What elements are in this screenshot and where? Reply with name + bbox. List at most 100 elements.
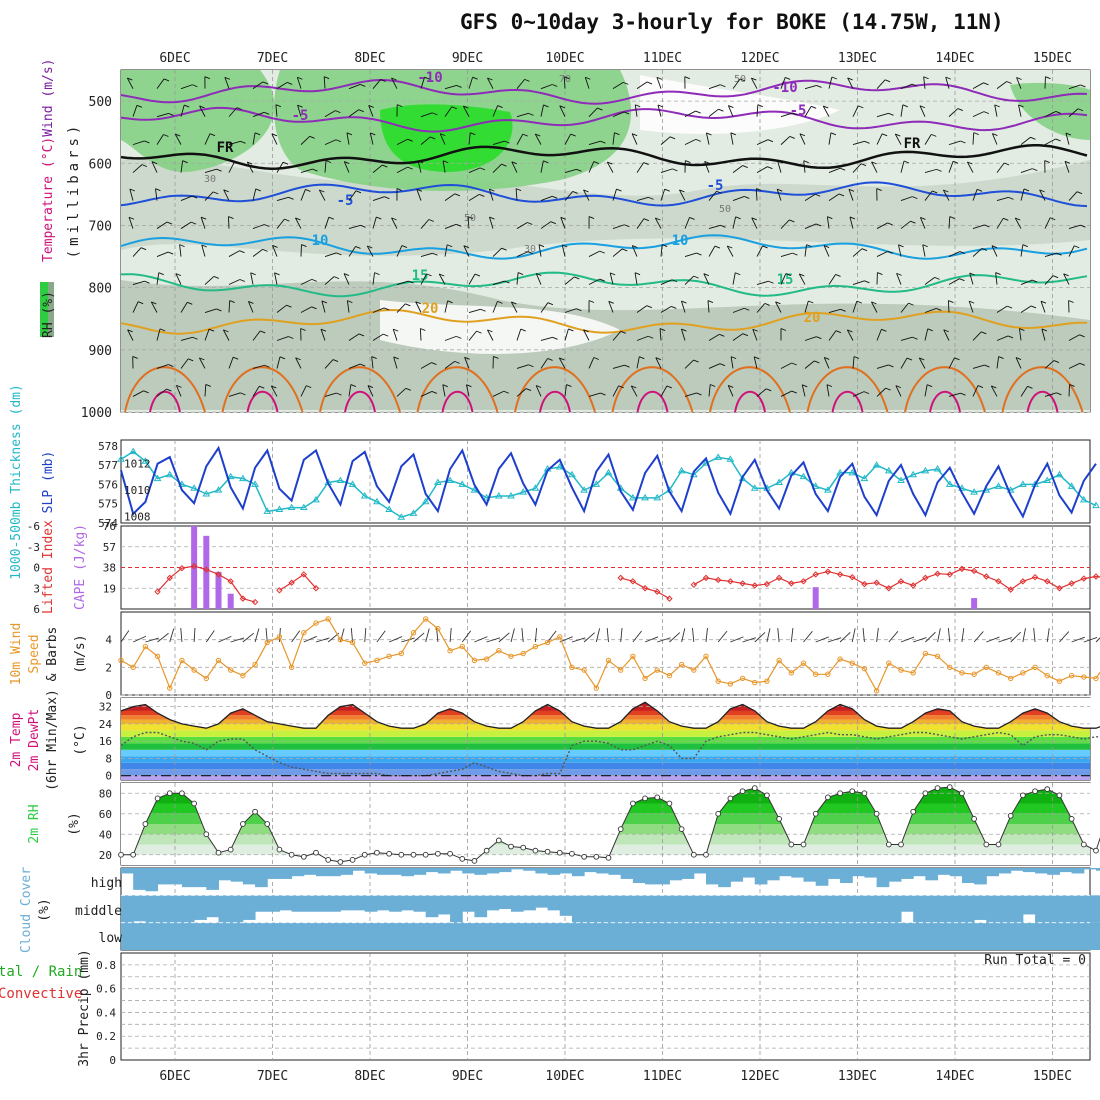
wind10-barb bbox=[925, 631, 936, 643]
rh-point bbox=[142, 821, 149, 827]
wind-barb bbox=[660, 168, 673, 174]
ylabel-rh2m-unit: (%) bbox=[67, 812, 82, 835]
wind-barb bbox=[804, 193, 816, 201]
wind-barb bbox=[756, 166, 768, 173]
thickness-point bbox=[933, 464, 942, 472]
wind-barb-flag bbox=[286, 304, 292, 308]
wind-barb bbox=[1018, 104, 1022, 117]
wind-barb bbox=[348, 363, 361, 369]
isotherm-30-loop bbox=[636, 391, 669, 413]
temp-color-band bbox=[121, 743, 1090, 750]
li-point bbox=[1007, 586, 1014, 593]
wind-barb-flag bbox=[887, 250, 893, 254]
rh-point bbox=[264, 821, 271, 827]
wind-barb-flag bbox=[559, 357, 565, 361]
wind10-barb bbox=[461, 630, 472, 643]
wind-barb bbox=[516, 222, 528, 229]
cloud-bar-low bbox=[230, 922, 244, 950]
wind10-point bbox=[130, 664, 136, 671]
cloud-bar-middle bbox=[620, 895, 634, 923]
cloud-bar-middle bbox=[486, 895, 500, 911]
rh-point bbox=[422, 851, 429, 858]
ylabel-rh2m-text: 2m RH bbox=[27, 804, 42, 843]
wind-barb bbox=[756, 280, 769, 285]
rh-point bbox=[593, 853, 600, 860]
wind-barb-flag bbox=[983, 111, 990, 115]
wind-barb bbox=[564, 328, 569, 341]
cloud-bar-high bbox=[961, 868, 975, 884]
wind-barb bbox=[943, 329, 950, 341]
cloud-bar-high bbox=[827, 868, 841, 879]
wind-barb bbox=[492, 105, 499, 117]
wind-barb bbox=[780, 362, 792, 369]
wind-barb-flag bbox=[599, 278, 605, 282]
wind-barb bbox=[1068, 362, 1081, 369]
wind-barb bbox=[1044, 138, 1056, 146]
wind10-line bbox=[120, 618, 1100, 693]
wind10-barb bbox=[1071, 636, 1085, 643]
ylabel-wind-3-part: & Barbs bbox=[45, 627, 60, 682]
precip-tick: 0.6 bbox=[96, 983, 116, 996]
wind-barb bbox=[420, 219, 430, 229]
wind-barb bbox=[492, 390, 504, 397]
wind-barb bbox=[132, 280, 145, 285]
wind-barb bbox=[564, 133, 572, 145]
wind10-barb bbox=[1083, 637, 1098, 643]
cloud-bar-high bbox=[608, 868, 622, 875]
cloud-bar-high bbox=[230, 868, 244, 882]
cloud-bar-low bbox=[986, 922, 999, 950]
ylabel-precip-part: 3hr Precip (mm) bbox=[77, 949, 92, 1066]
cloud-bar-high bbox=[1010, 868, 1024, 871]
rh-point bbox=[240, 821, 246, 827]
wind-barb bbox=[558, 357, 566, 369]
wind-barb bbox=[180, 160, 184, 173]
thickness-point bbox=[153, 474, 162, 482]
wind-barb-flag bbox=[968, 300, 975, 304]
rh-shading-region bbox=[380, 300, 620, 354]
wind10-point bbox=[739, 675, 746, 682]
rh-contour-label: 30 bbox=[204, 174, 216, 185]
wind-barb bbox=[276, 82, 288, 90]
wind-barb bbox=[636, 162, 645, 173]
li-point bbox=[190, 562, 198, 570]
li-tick: 0 bbox=[33, 562, 40, 575]
thickness-point bbox=[421, 497, 430, 505]
cloud-bar-high bbox=[498, 868, 512, 873]
wind-barb bbox=[416, 189, 422, 201]
wind-barb bbox=[684, 275, 694, 285]
wind10-point bbox=[947, 664, 953, 671]
wind-barb-flag bbox=[814, 360, 820, 364]
cape-bar bbox=[971, 598, 978, 609]
ylabel-thickness: 1000-500mb Thickness (dm) bbox=[9, 384, 24, 580]
wind10-barb bbox=[413, 632, 425, 643]
cloud-bar-middle bbox=[1035, 895, 1048, 923]
rh-base-mask bbox=[121, 854, 1090, 865]
ylabel-cape-text: CAPE (J/kg) bbox=[73, 524, 88, 610]
wind-barb-flag bbox=[383, 333, 389, 337]
li-point bbox=[849, 573, 856, 581]
wind10-point bbox=[496, 648, 502, 654]
wind-barb bbox=[972, 224, 985, 229]
wind10-point bbox=[1020, 670, 1026, 676]
wind-barb-flag bbox=[497, 105, 503, 108]
wind-barb-flag bbox=[839, 167, 846, 171]
wind-barb-flag bbox=[528, 112, 534, 116]
cloud-bar-middle bbox=[1071, 895, 1085, 923]
ylabel-wind-1: 10m Wind bbox=[9, 623, 24, 686]
wind-barb-flag bbox=[347, 300, 353, 304]
wind-barb bbox=[516, 364, 529, 369]
wind-barb-flag bbox=[456, 335, 462, 339]
wind-barb bbox=[1020, 305, 1032, 313]
wind-barb-flag bbox=[593, 161, 599, 165]
thickness-point bbox=[1043, 476, 1052, 484]
isotherm-25-loop bbox=[611, 366, 694, 413]
temp-tick: 24 bbox=[99, 718, 113, 731]
thickness-point bbox=[287, 503, 296, 511]
wind-barb bbox=[969, 272, 974, 285]
wind-barb-flag bbox=[463, 245, 470, 249]
li-point bbox=[300, 571, 308, 578]
wind-barb-flag bbox=[693, 359, 699, 363]
temp-color-band bbox=[121, 762, 1090, 770]
wind10-point bbox=[288, 664, 295, 671]
wind10-point bbox=[508, 653, 514, 659]
